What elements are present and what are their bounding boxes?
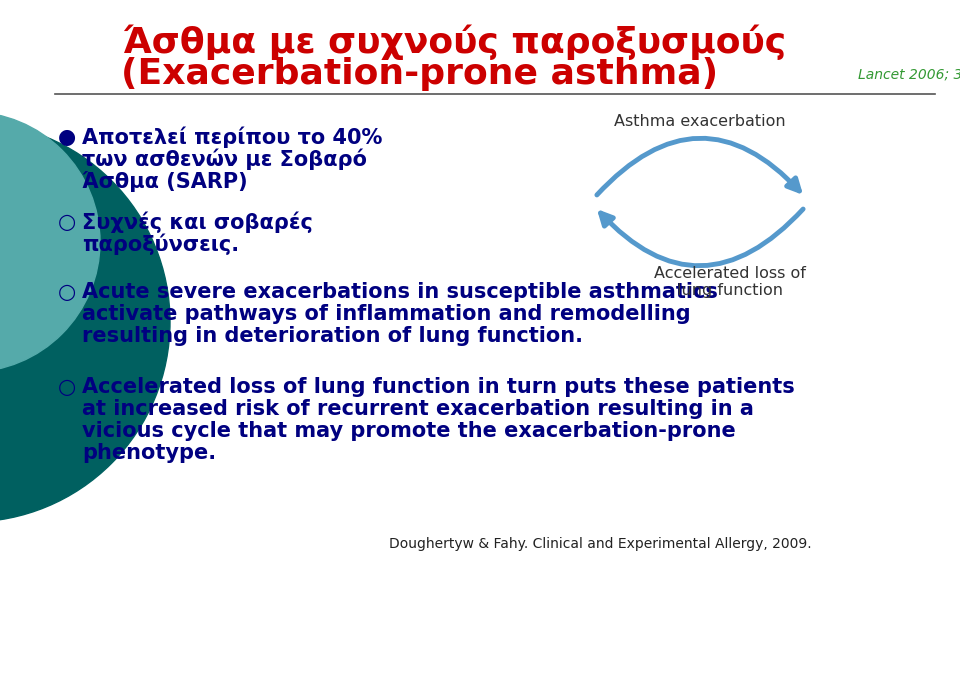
Text: activate pathways of inflammation and remodelling: activate pathways of inflammation and re… — [82, 304, 690, 324]
Text: παροξύνσεις.: παροξύνσεις. — [82, 233, 239, 255]
Text: Αποτελεί περίπου το 40%: Αποτελεί περίπου το 40% — [82, 126, 382, 148]
FancyArrowPatch shape — [601, 209, 804, 266]
Text: Lancet 2006; 368: 804–13: Lancet 2006; 368: 804–13 — [858, 67, 960, 81]
Text: Accelerated loss of: Accelerated loss of — [654, 266, 806, 282]
Text: Accelerated loss of lung function in turn puts these patients: Accelerated loss of lung function in tur… — [82, 377, 795, 397]
Text: των ασθενών με Σοβαρό: των ασθενών με Σοβαρό — [82, 148, 367, 170]
Text: Acute severe exacerbations in susceptible asthmatics: Acute severe exacerbations in susceptibl… — [82, 282, 718, 302]
Text: Asthma exacerbation: Asthma exacerbation — [614, 114, 786, 129]
Text: Συχνές και σοβαρές: Συχνές και σοβαρές — [82, 211, 313, 233]
Text: ○: ○ — [58, 282, 76, 302]
Text: vicious cycle that may promote the exacerbation-prone: vicious cycle that may promote the exace… — [82, 421, 735, 441]
Text: Άσθμα (SARP): Άσθμα (SARP) — [82, 170, 248, 192]
Text: phenotype.: phenotype. — [82, 443, 216, 463]
Text: resulting in deterioration of lung function.: resulting in deterioration of lung funct… — [82, 326, 583, 346]
Text: ○: ○ — [58, 377, 76, 397]
Text: lung function: lung function — [677, 284, 783, 298]
Text: (Exacerbation-prone asthma): (Exacerbation-prone asthma) — [121, 57, 719, 91]
Text: at increased risk of recurrent exacerbation resulting in a: at increased risk of recurrent exacerbat… — [82, 399, 754, 419]
Circle shape — [0, 112, 100, 372]
FancyArrowPatch shape — [597, 138, 800, 195]
Text: Άσθμα με συχνούς παροξυσμούς: Άσθμα με συχνούς παροξυσμούς — [124, 24, 786, 60]
Text: ●: ● — [58, 127, 76, 147]
Text: Doughertyw & Fahy. Clinical and Experimental Allergy, 2009.: Doughertyw & Fahy. Clinical and Experime… — [389, 537, 811, 551]
Circle shape — [0, 122, 170, 522]
Text: ○: ○ — [58, 212, 76, 232]
